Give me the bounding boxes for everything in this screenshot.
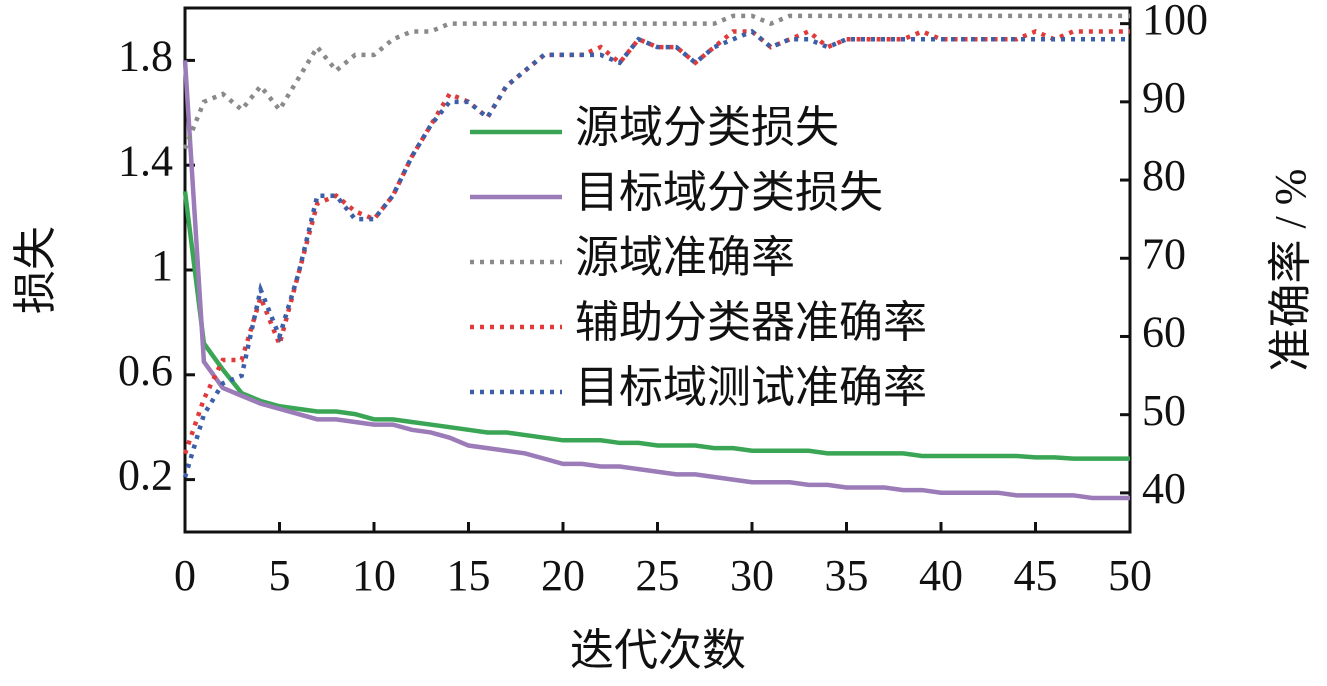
legend-label: 辅助分类器准确率 <box>575 298 927 347</box>
x-tick-label: 30 <box>730 551 774 600</box>
line-series <box>182 191 1130 461</box>
x-tick-label: 35 <box>825 551 869 600</box>
y2-tick-label: 60 <box>1142 308 1186 357</box>
legend-label: 目标域分类损失 <box>575 168 883 217</box>
x-tick-label: 10 <box>352 551 396 600</box>
y2-tick-label: 70 <box>1142 229 1186 278</box>
y-tick-label: 1.8 <box>118 31 173 80</box>
y-tick-label: 1 <box>151 241 173 290</box>
legend-label: 源域分类损失 <box>575 103 839 152</box>
x-tick-label: 25 <box>636 551 680 600</box>
x-tick-label: 15 <box>447 551 491 600</box>
y2-axis-label: 准确率 / % <box>1266 169 1315 372</box>
y2-tick-label: 90 <box>1142 73 1186 122</box>
y2-tick-label: 50 <box>1142 386 1186 435</box>
x-tick-label: 20 <box>541 551 585 600</box>
x-tick-label: 5 <box>269 551 291 600</box>
line-series <box>182 28 1130 478</box>
y2-tick-label: 80 <box>1142 151 1186 200</box>
legend-label: 源域准确率 <box>575 233 795 282</box>
y-axis-label: 损失 <box>11 226 60 314</box>
line-series <box>182 60 1130 501</box>
y-tick-label: 1.4 <box>118 136 173 185</box>
y-tick-label: 0.2 <box>118 451 173 500</box>
x-tick-label: 45 <box>1014 551 1058 600</box>
y2-tick-label: 40 <box>1142 464 1186 513</box>
legend-label: 目标域测试准确率 <box>575 363 927 412</box>
x-axis-label: 迭代次数 <box>570 626 746 675</box>
y2-tick-label: 100 <box>1142 0 1208 44</box>
x-tick-label: 0 <box>174 551 196 600</box>
x-tick-label: 40 <box>919 551 963 600</box>
y-tick-label: 0.6 <box>118 346 173 395</box>
x-tick-label: 50 <box>1108 551 1152 600</box>
